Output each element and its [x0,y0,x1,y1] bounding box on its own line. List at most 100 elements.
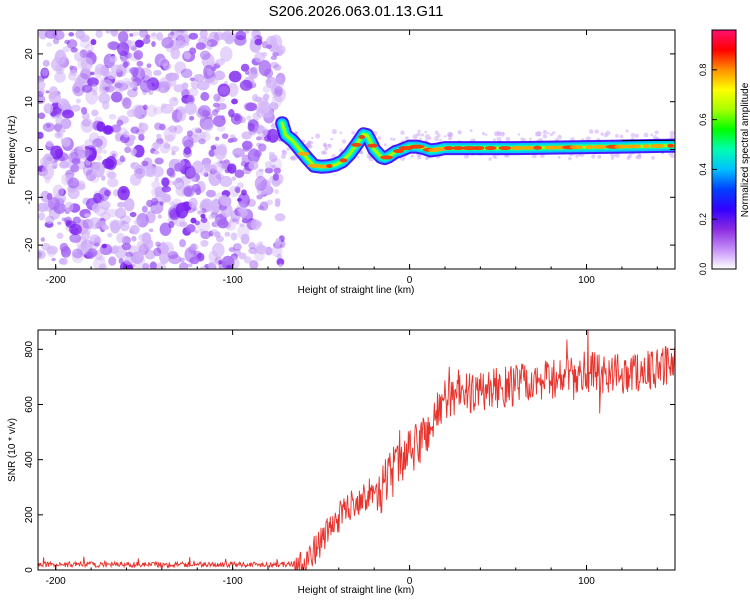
spectrogram-noise-cell [278,263,283,268]
spectrogram-ridge-peak [498,146,512,151]
spectrogram-noise-cell [200,239,209,247]
spectrogram-noise-cell [195,126,201,131]
spectrogram-noise-cell [101,243,107,249]
spectrogram-noise-cell [54,49,67,65]
spectrogram-noise-cell [85,149,93,156]
spectrogram-noise-cell [42,59,50,67]
spectrogram-noise-cell [89,234,101,246]
spectrogram-noise-cell [45,140,53,147]
spectrogram-ridge-peak [339,158,348,163]
spectrogram-ytick-label: 10 [24,96,35,108]
spectrogram-noise-cell [241,154,251,164]
spectrogram-noise-cell [40,67,50,79]
spectrogram-noise-cell [48,90,61,104]
spectrogram-noise-cell [218,204,227,211]
spectrogram-noise-cell [84,157,93,169]
spectrogram-noise-cell [65,220,77,229]
spectrogram-speckle [463,153,469,159]
spectrogram-noise-cell [274,237,282,247]
spectrogram-noise-cell [245,102,258,112]
spectrogram-noise-cell [73,51,84,62]
snr-series-line [38,330,675,570]
spectrogram-ridge-peak [555,145,566,150]
spectrogram-noise-cell [58,188,66,197]
spectrogram-noise-cell [159,77,170,90]
spectrogram-ridge-peak [408,144,425,149]
spectrogram-noise-cell [273,64,282,71]
spectrogram-noise-cell [96,154,102,161]
spectrogram-noise-cell [203,37,209,43]
spectrogram-noise-cell [179,262,189,269]
spectrogram-noise-cell [268,151,275,157]
spectrogram-noise-cell [172,97,178,102]
spectrogram-noise-cell [142,263,150,269]
spectrogram-noise-cell [119,215,132,224]
spectrogram-noise-cell [264,161,272,169]
spectrogram-noise-cell [250,66,258,75]
spectrogram-noise-cell [101,79,113,88]
spectrogram-noise-cell [54,148,63,158]
spectrogram-noise-cell [98,92,111,104]
spectrogram-noise-cell [190,127,201,138]
spectrogram-ytick-label: 20 [24,48,35,60]
spectrogram-noise-cell [201,199,211,208]
spectrogram-noise-cell [200,217,208,223]
spectrogram-noise-cell [46,246,57,258]
spectrogram-noise-cell [47,197,60,211]
spectrogram-noise-cell [276,253,282,260]
spectrogram-noise-cell [274,200,281,207]
snr-ytick-label: 200 [24,506,35,523]
spectrogram-noise-cell [46,123,51,128]
spectrogram-noise-cell [161,37,174,49]
spectrogram-noise-cell [221,133,229,140]
spectrogram-speckle [377,136,382,140]
spectrogram-noise-cell [138,134,145,141]
spectrogram-noise-cell [86,50,94,58]
spectrogram-noise-cell [232,243,242,251]
spectrogram-noise-cell [41,243,51,251]
spectrogram-speckle [488,157,492,161]
spectrogram-noise-cell [129,67,139,75]
spectrogram-noise-cell [257,241,264,246]
spectrogram-noise-cell [213,115,226,127]
spectrogram-noise-cell [208,149,216,157]
spectrogram-noise-cell [139,30,149,38]
spectrogram-noise-cell [68,32,75,37]
spectrogram-noise-cell [84,145,90,150]
spectrogram-noise-cell [116,41,130,57]
spectrogram-ridge-peak [461,146,478,151]
spectrogram-plot-area [38,30,675,269]
spectrogram-speckle [619,134,624,139]
spectrogram-speckle [280,153,286,160]
spectrogram-noise-cell [240,63,250,72]
spectrogram-ridge-peak [367,143,378,148]
spectrogram-noise-cell [54,71,66,83]
spectrogram-speckle [420,133,424,137]
spectrogram-noise-cell [129,33,134,37]
spectrogram-noise-cell [247,122,255,132]
spectrogram-noise-cell [254,51,266,63]
spectrogram-speckle [434,136,439,141]
snr-xtick-label: 100 [578,576,595,587]
spectrogram-noise-cell [168,201,175,206]
spectrogram-noise-cell [188,32,199,40]
spectrogram-noise-cell [264,68,274,79]
spectrogram-noise-cell [277,45,286,55]
spectrogram-noise-cell [108,256,117,266]
spectrogram-noise-cell [168,125,178,133]
spectrogram-speckle [506,154,510,158]
snr-panel: -200 -100 0 100 0 200 400 600 800 Height of str… [7,329,676,596]
spectrogram-noise-cell [234,186,241,193]
spectrogram-noise-cell [215,136,220,141]
spectrogram-speckle [493,138,496,142]
spectrogram-noise-cell [159,201,164,206]
spectrogram-noise-cell [201,109,210,117]
spectrogram-noise-cell [38,112,46,120]
spectrogram-speckle [315,133,321,139]
spectrogram-noise-cell [174,124,183,134]
spectrogram-noise-cell [57,221,62,225]
spectrogram-noise-cell [162,241,174,256]
spectrogram-speckle [339,131,343,134]
spectrogram-noise-cell [240,119,246,123]
spectrogram-noise-cell [150,206,157,211]
